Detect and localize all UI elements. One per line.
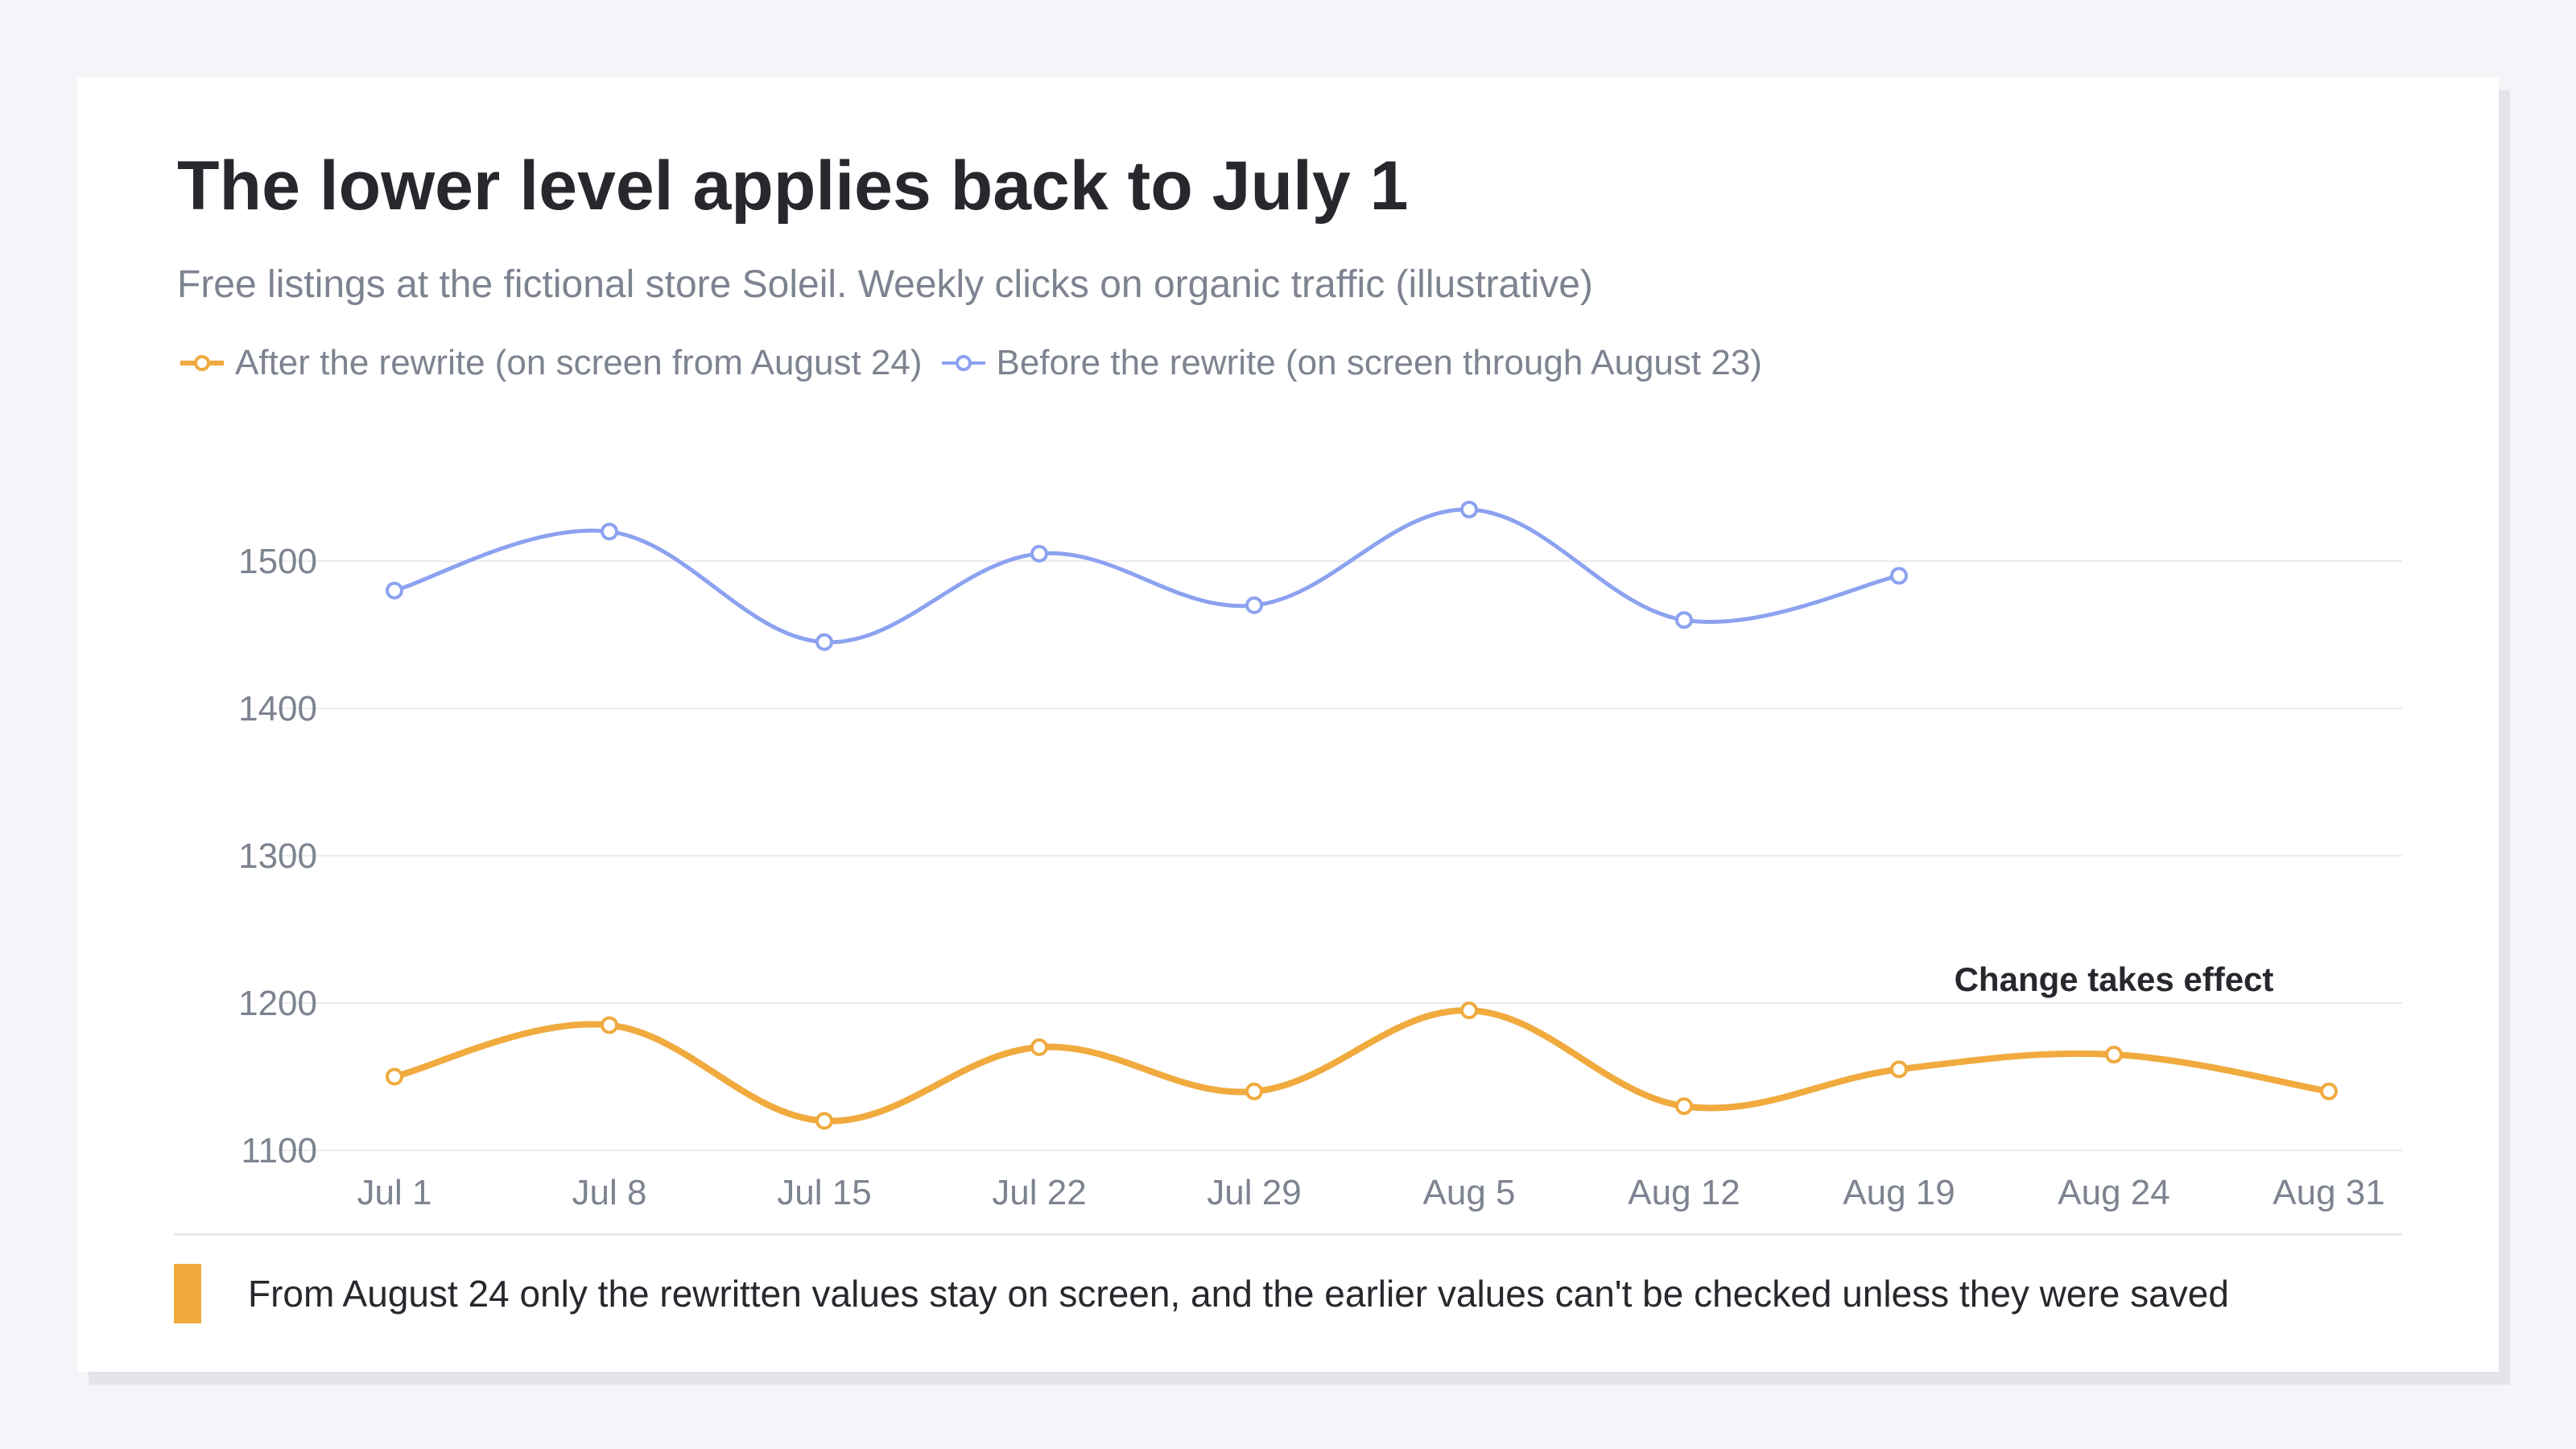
data-point-after[interactable] <box>2320 1082 2338 1100</box>
data-point-after[interactable] <box>1460 1001 1478 1020</box>
y-axis-ticks: 1100 1200 1300 1400 1500 <box>238 542 317 1170</box>
legend-label-after: After the rewrite (on screen from August… <box>235 343 923 382</box>
y-tick-label: 1500 <box>238 542 317 581</box>
data-point-before[interactable] <box>601 522 618 541</box>
x-tick-label: Aug 5 <box>1423 1173 1516 1212</box>
data-point-before[interactable] <box>386 581 403 600</box>
data-point-after[interactable] <box>1030 1038 1048 1056</box>
data-point-after[interactable] <box>1890 1060 1908 1079</box>
x-tick-label: Aug 12 <box>1628 1173 1740 1212</box>
data-point-after[interactable] <box>386 1067 403 1086</box>
y-tick-label: 1100 <box>241 1131 317 1170</box>
data-point-before[interactable] <box>1675 611 1693 630</box>
data-point-before[interactable] <box>815 633 833 651</box>
x-tick-label: Jul 22 <box>992 1173 1086 1212</box>
data-point-before[interactable] <box>1245 596 1263 614</box>
data-point-after[interactable] <box>2105 1046 2123 1064</box>
footnote: From August 24 only the rewritten values… <box>174 1264 2229 1323</box>
legend-swatch-before <box>941 355 985 371</box>
chart-subtitle: Free listings at the fictional store Sol… <box>177 263 1593 306</box>
legend-item-before[interactable]: Before the rewrite (on screen through Au… <box>939 343 1762 383</box>
chart-title: The lower level applies back to July 1 <box>177 147 1409 225</box>
data-point-after[interactable] <box>1245 1082 1263 1100</box>
legend-swatch-after <box>180 355 224 371</box>
y-tick-label: 1200 <box>238 984 317 1023</box>
data-point-before[interactable] <box>1890 567 1908 585</box>
x-axis-ticks: Jul 1 Jul 8 Jul 15 Jul 22 Jul 29 Aug 5 Aug 12 A… <box>357 1173 2385 1212</box>
chart-legend: After the rewrite (on screen from August… <box>177 343 1778 383</box>
legend-label-before: Before the rewrite (on screen through Au… <box>996 343 1762 382</box>
chart-card: The lower level applies back to July 1 F… <box>77 77 2499 1372</box>
footnote-marker <box>174 1264 201 1323</box>
legend-item-after[interactable]: After the rewrite (on screen from August… <box>177 343 923 383</box>
y-tick-label: 1300 <box>238 836 317 876</box>
x-tick-label: Jul 1 <box>357 1173 432 1212</box>
grid-lines <box>279 560 2402 1151</box>
x-tick-label: Jul 8 <box>572 1173 647 1212</box>
data-point-before[interactable] <box>1460 500 1478 518</box>
x-tick-label: Jul 29 <box>1207 1173 1301 1212</box>
footer-divider <box>174 1233 2402 1236</box>
data-point-after[interactable] <box>601 1016 618 1034</box>
data-point-after[interactable] <box>1675 1097 1693 1116</box>
annotation-change-takes-effect: Change takes effect <box>1955 960 2274 998</box>
y-tick-label: 1400 <box>238 689 317 729</box>
series-lines <box>391 507 2332 1125</box>
data-point-after[interactable] <box>815 1112 833 1130</box>
footnote-text: From August 24 only the rewritten values… <box>248 1273 2229 1315</box>
x-tick-label: Aug 31 <box>2273 1173 2384 1212</box>
x-tick-label: Aug 19 <box>1843 1173 1955 1212</box>
series-points <box>386 500 2338 1130</box>
data-point-before[interactable] <box>1030 544 1048 563</box>
x-tick-label: Jul 15 <box>777 1173 871 1212</box>
series-line-after <box>391 1007 2332 1125</box>
x-tick-label: Aug 24 <box>2058 1173 2169 1212</box>
series-line-before <box>392 507 1901 645</box>
